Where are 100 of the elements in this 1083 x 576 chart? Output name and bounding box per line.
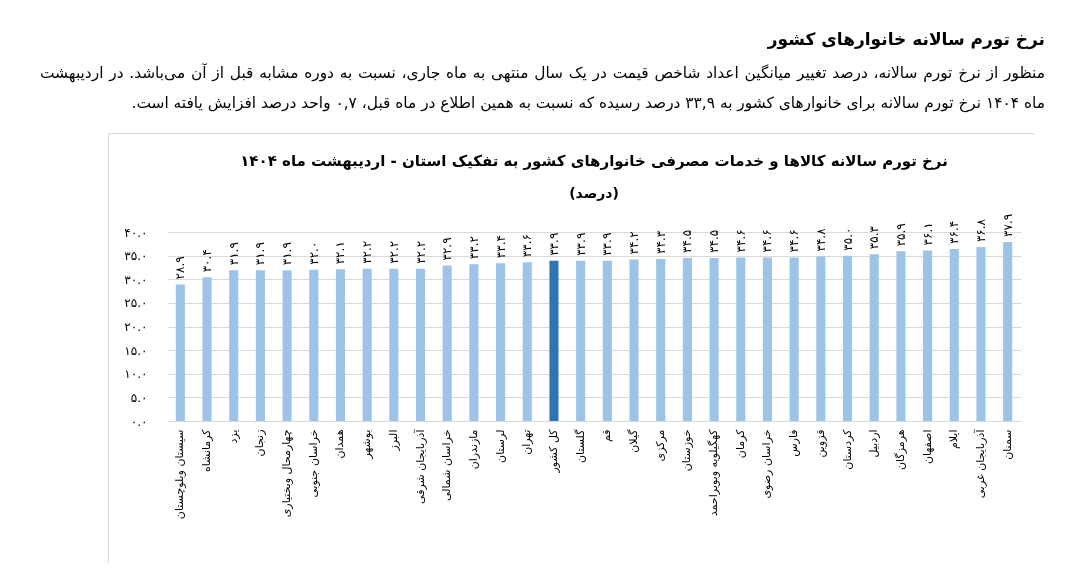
bar bbox=[709, 257, 719, 421]
data-label: ۳۵.۰ bbox=[840, 227, 855, 251]
bar bbox=[255, 270, 265, 421]
data-label: ۳۳.۶ bbox=[520, 234, 535, 258]
y-tick-label: ۳۰.۰ bbox=[124, 272, 148, 287]
y-tick-label: ۲۰.۰ bbox=[124, 320, 148, 334]
x-tick-label: کردستان bbox=[840, 428, 854, 470]
data-label: ۳۵.۳ bbox=[867, 225, 882, 250]
bar bbox=[629, 259, 639, 421]
data-label: ۳۲.۹ bbox=[440, 237, 455, 261]
bar bbox=[842, 255, 853, 421]
x-tick-label: البرز bbox=[386, 429, 400, 452]
data-label: ۳۱.۹ bbox=[226, 242, 241, 266]
bar bbox=[175, 284, 185, 421]
data-label: ۳۲.۲ bbox=[386, 240, 401, 264]
data-label: ۳۶.۱ bbox=[920, 222, 935, 246]
data-label: ۳۳.۴ bbox=[493, 235, 508, 259]
x-tick-label: قزوین bbox=[813, 429, 827, 458]
x-tick-label: کرمان bbox=[733, 428, 747, 459]
bar bbox=[576, 260, 586, 421]
bar bbox=[762, 257, 773, 421]
x-tick-label: خراسان جنوبی bbox=[306, 429, 320, 498]
bar bbox=[789, 257, 799, 421]
x-tick-label: خراسان شمالی bbox=[440, 429, 454, 502]
x-tick-label: همدان bbox=[333, 429, 347, 459]
x-tick-label: تهران bbox=[520, 429, 534, 455]
x-tick-label: کرمانشاه bbox=[200, 428, 214, 473]
x-tick-label: سیستان وبلوچستان bbox=[173, 429, 187, 520]
data-label: ۳۳.۹ bbox=[546, 232, 561, 256]
y-tick-label: ۱۰.۰ bbox=[124, 367, 148, 382]
x-tick-label: مازندران bbox=[466, 429, 480, 470]
bar bbox=[389, 268, 399, 421]
data-label: ۳۴.۶ bbox=[760, 229, 775, 253]
bar bbox=[923, 250, 933, 421]
data-label: ۳۴.۲ bbox=[627, 231, 642, 255]
data-label: ۳۴.۸ bbox=[813, 227, 828, 252]
data-label: ۳۴.۳ bbox=[653, 230, 668, 254]
y-tick-label: ۳۵.۰ bbox=[124, 249, 148, 264]
x-tick-label: زنجان bbox=[253, 429, 267, 457]
bar bbox=[949, 249, 959, 421]
bar bbox=[202, 277, 212, 421]
x-tick-label: سمنان bbox=[1000, 429, 1014, 460]
data-label: ۳۲.۲ bbox=[413, 240, 428, 264]
bar bbox=[682, 257, 692, 421]
x-tick-label: اردبیل bbox=[867, 429, 881, 458]
data-label: ۳۴.۵ bbox=[707, 229, 722, 253]
x-tick-label: خراسان رضوی bbox=[760, 429, 774, 499]
x-tick-label: یزد bbox=[226, 429, 240, 444]
bar bbox=[976, 247, 986, 421]
data-label: ۳۲.۲ bbox=[360, 240, 375, 264]
x-tick-label: اصفهان bbox=[920, 429, 934, 464]
bar bbox=[309, 269, 319, 421]
x-tick-label: گلستان bbox=[573, 428, 587, 463]
data-label: ۳۳.۹ bbox=[600, 232, 615, 256]
bar bbox=[816, 256, 826, 421]
data-label: ۳۶.۸ bbox=[973, 218, 988, 243]
x-tick-label: آذربایجان غربی bbox=[972, 428, 987, 499]
bar bbox=[656, 258, 666, 421]
x-tick-label: خوزستان bbox=[680, 429, 694, 472]
data-label: ۲۸.۹ bbox=[173, 256, 188, 280]
x-tick-label: گیلان bbox=[627, 428, 641, 453]
chart-subtitle: (درصد) bbox=[569, 184, 619, 201]
bar bbox=[522, 262, 532, 421]
data-label: ۳۳.۲ bbox=[466, 235, 481, 260]
y-tick-label: ۱۵.۰ bbox=[124, 343, 148, 358]
data-label: ۳۵.۹ bbox=[893, 223, 908, 247]
x-tick-label: چهارمحال وبختیاری bbox=[280, 429, 294, 518]
text: نرخ تورم سالانه خانوارهای کشور bbox=[766, 28, 1045, 52]
text: منظور از نرخ تورم سالانه، درصد تغییر میانگین اعداد شاخص قیمت در یک سال منتهی به ماه جاری، نسبت به دوره مشابه قبل از آن می‌باشد. در اردیبهشت ماه ۱۴۰۴ نرخ تورم سالانه برای خانوارهای کشور به ۳۳,۹ درصد رسیده که نسبت به همین اطلاع در ماه قبل، ۰,۷ واحد درصد افزایش یافته است. bbox=[40, 62, 1045, 115]
bar bbox=[229, 270, 239, 421]
bar bbox=[282, 270, 292, 421]
data-label: ۳۶.۴ bbox=[947, 220, 962, 245]
y-tick-label: ۵.۰ bbox=[130, 390, 148, 405]
bar bbox=[549, 260, 559, 421]
y-tick-label: ۲۵.۰ bbox=[124, 296, 148, 311]
bar bbox=[736, 257, 746, 421]
bar bbox=[335, 269, 346, 421]
y-tick-label: ۰.۰ bbox=[130, 414, 148, 429]
data-label: ۳۰.۴ bbox=[200, 249, 215, 273]
bar bbox=[442, 265, 452, 421]
y-tick-label: ۴۰.۰ bbox=[124, 225, 148, 240]
data-label: ۳۴.۵ bbox=[680, 229, 695, 253]
data-label: ۳۲.۰ bbox=[306, 241, 321, 265]
data-label: ۳۷.۹ bbox=[1000, 213, 1015, 237]
x-tick-label: فارس bbox=[787, 429, 801, 457]
bar bbox=[469, 264, 479, 421]
x-tick-label: قم bbox=[600, 429, 614, 443]
bar bbox=[869, 254, 879, 421]
x-tick-label: کل کشور bbox=[546, 428, 560, 474]
data-label: ۳۱.۹ bbox=[253, 242, 268, 266]
bar bbox=[896, 251, 906, 421]
x-tick-label: هرمزگان bbox=[893, 429, 907, 470]
data-label: ۳۱.۹ bbox=[280, 242, 295, 266]
chart-title: نرخ تورم سالانه کالاها و خدمات مصرفی خانوارهای کشور به تفکیک استان - اردیبهشت ماه ۱۴۰۴ bbox=[240, 151, 948, 170]
bar bbox=[1003, 241, 1013, 421]
data-label: ۳۴.۶ bbox=[787, 229, 802, 253]
x-tick-label: لرستان bbox=[493, 429, 507, 463]
x-tick-label: بوشهر bbox=[360, 429, 374, 460]
bar bbox=[602, 260, 612, 421]
x-tick-label: کهگیلویه وبویراحمد bbox=[707, 428, 721, 517]
